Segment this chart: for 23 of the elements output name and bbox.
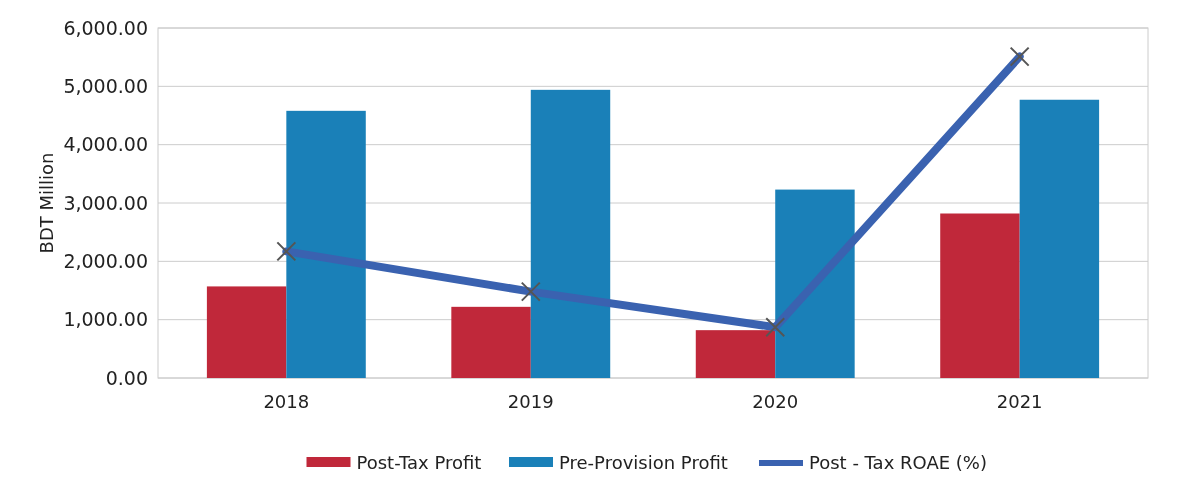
y-axis-title: BDT Million (36, 152, 57, 254)
x-tick-label: 2021 (996, 391, 1043, 412)
legend-label: Post-Tax Profit (356, 452, 482, 474)
y-tick-label: 6,000.00 (63, 16, 148, 39)
x-tick-label: 2018 (263, 391, 310, 412)
bar (940, 213, 1020, 378)
y-tick-label: 5,000.00 (63, 74, 148, 97)
legend-label: Pre-Provision Profit (559, 452, 728, 474)
bar (1019, 99, 1100, 378)
y-tick-label: 0.00 (105, 366, 148, 389)
bar (695, 330, 776, 378)
bar (286, 110, 366, 378)
bar (451, 306, 531, 378)
legend-label: Post - Tax ROAE (%) (809, 452, 987, 474)
bar (530, 89, 611, 378)
bar (206, 286, 287, 378)
x-tick-label: 2020 (752, 391, 799, 412)
y-tick-label: 3,000.00 (63, 191, 148, 214)
x-tick-label: 2019 (507, 391, 554, 412)
y-tick-label: 4,000.00 (63, 133, 148, 156)
bar (775, 189, 855, 378)
y-tick-label: 2,000.00 (63, 249, 148, 272)
y-tick-label: 1,000.00 (63, 308, 148, 331)
